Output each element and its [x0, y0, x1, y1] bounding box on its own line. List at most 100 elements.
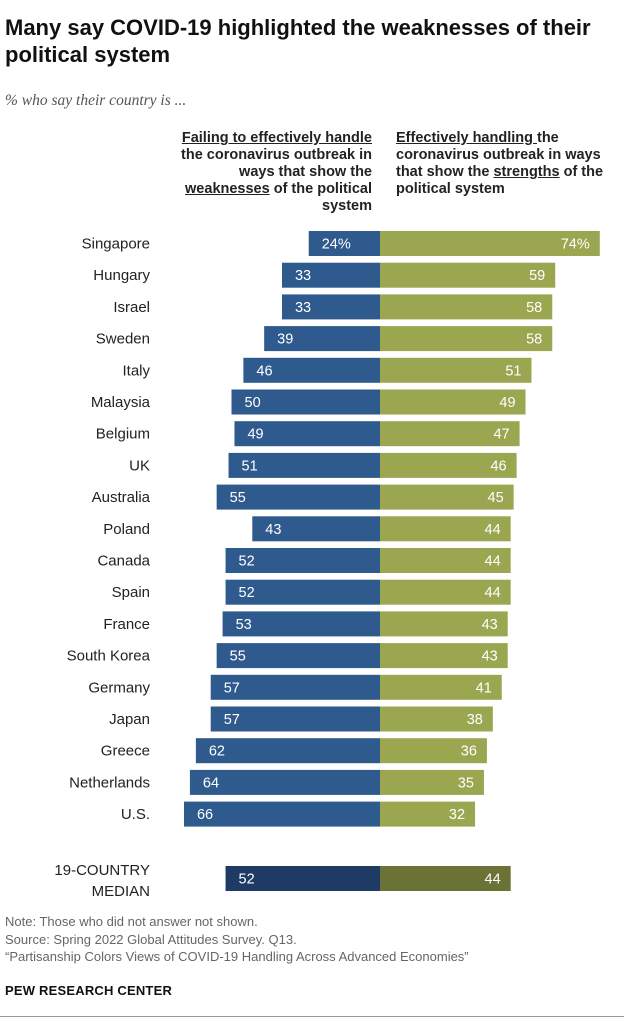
country-label-8: Australia [92, 489, 151, 506]
bar-strength-0 [380, 231, 600, 256]
legend-left-header: Failing to effectively handle the corona… [172, 130, 372, 215]
bar-weakness-10 [225, 548, 380, 573]
value-label-strength-9: 44 [485, 522, 501, 538]
value-label-weakness-4: 46 [256, 363, 272, 379]
bar-strength-2 [380, 294, 553, 320]
value-label-weakness-13: 55 [230, 649, 246, 665]
bottom-divider [0, 1016, 624, 1017]
bar-strength-3 [380, 326, 553, 352]
value-label-weakness-2: 33 [295, 300, 311, 316]
value-label-weakness-7: 51 [242, 458, 258, 474]
value-label-strength-0: 74% [561, 237, 590, 253]
value-label-strength-14: 41 [476, 680, 492, 696]
value-label-weakness-1: 33 [295, 268, 311, 284]
median-label-line1: 19-COUNTRY [54, 862, 150, 879]
value-label-strength-17: 35 [458, 775, 474, 791]
note-text: Note: Those who did not answer not shown… [5, 914, 258, 929]
value-label-strength-6: 47 [493, 427, 509, 443]
country-label-3: Sweden [96, 331, 150, 348]
value-label-weakness-15: 57 [224, 712, 240, 728]
value-label-strength-1: 59 [529, 268, 545, 284]
bar-strength-7 [380, 452, 517, 478]
legend-right-text-1: the coronavirus outbreak in ways that sh… [396, 130, 601, 180]
country-label-10: Canada [97, 553, 150, 570]
value-label-weakness-16: 62 [209, 744, 225, 760]
value-label-strength-18: 32 [449, 807, 465, 823]
legend-right-header: Effectively handling the coronavirus out… [396, 130, 616, 198]
value-label-strength-16: 36 [461, 744, 477, 760]
bar-weakness-2 [281, 294, 380, 320]
legend-left-text-1: the coronavirus outbreak in ways that sh… [181, 147, 372, 180]
source-text: Source: Spring 2022 Global Attitudes Sur… [5, 931, 297, 947]
bar-strength-12 [380, 611, 508, 637]
legend-left-underlined-2: weaknesses [185, 181, 270, 197]
value-label-weakness-17: 64 [203, 775, 219, 791]
footnotes: Note: Those who did not answer not shown… [5, 913, 469, 966]
value-label-strength-5: 49 [499, 395, 515, 411]
bar-strength-13 [380, 643, 508, 669]
bar-weakness-1 [281, 262, 380, 288]
country-label-11: Spain [112, 584, 150, 601]
bar-weakness-14 [210, 674, 380, 700]
value-label-weakness-11: 52 [239, 585, 255, 601]
country-label-16: Greece [101, 743, 150, 760]
country-label-7: UK [129, 457, 150, 474]
value-label-weakness-9: 43 [265, 522, 281, 538]
chart-subtitle: % who say their country is ... [5, 92, 187, 109]
value-label-weakness-14: 57 [224, 680, 240, 696]
country-label-15: Japan [109, 711, 150, 728]
legend-right-underlined-2: strengths [493, 164, 560, 180]
country-label-6: Belgium [96, 426, 150, 443]
country-label-2: Israel [113, 299, 150, 316]
bar-weakness-15 [210, 706, 380, 732]
bar-strength-median [380, 866, 511, 891]
bar-weakness-12 [222, 611, 380, 637]
bar-weakness-0 [308, 231, 380, 256]
bar-weakness-3 [264, 326, 380, 352]
bar-strength-5 [380, 389, 526, 415]
country-label-0: Singapore [82, 236, 150, 253]
country-label-14: Germany [88, 679, 150, 696]
value-label-strength-3: 58 [526, 332, 542, 348]
bar-strength-10 [380, 548, 511, 573]
legend-right-underlined-1: Effectively handling [396, 130, 537, 146]
value-label-weakness-8: 55 [230, 490, 246, 506]
bar-strength-14 [380, 674, 502, 700]
chart-title: Many say COVID-19 highlighted the weakne… [5, 15, 591, 67]
value-label-strength-10: 44 [485, 554, 501, 570]
bar-strength-1 [380, 262, 556, 288]
bar-weakness-7 [228, 452, 380, 478]
bar-strength-4 [380, 357, 532, 383]
value-label-weakness-median: 52 [239, 872, 255, 888]
value-label-strength-7: 46 [490, 458, 506, 474]
legend-right-text-2: of the political system [396, 164, 604, 197]
bar-weakness-4 [243, 357, 380, 383]
country-label-4: Italy [122, 362, 150, 379]
legend-left-underlined-1: Failing to effectively handle [181, 130, 372, 146]
bar-strength-8 [380, 484, 514, 510]
value-label-strength-15: 38 [467, 712, 483, 728]
bar-weakness-6 [234, 421, 380, 447]
report-title-text: “Partisanship Colors Views of COVID-19 H… [5, 949, 469, 964]
country-label-12: France [103, 616, 150, 633]
bar-strength-9 [380, 516, 511, 542]
bar-weakness-18 [183, 801, 380, 827]
value-label-weakness-18: 66 [197, 807, 213, 823]
pew-logo-text: PEW RESEARCH CENTER [5, 983, 173, 998]
median-label-line2: MEDIAN [92, 883, 150, 900]
bar-weakness-9 [252, 516, 380, 542]
value-label-weakness-3: 39 [277, 332, 293, 348]
value-label-weakness-12: 53 [236, 617, 252, 633]
legend-left-text-2: of the political system [269, 181, 372, 214]
value-label-weakness-5: 50 [245, 395, 261, 411]
bar-weakness-16 [195, 738, 380, 764]
bar-strength-16 [380, 738, 487, 764]
country-label-13: South Korea [67, 648, 151, 665]
bar-weakness-13 [216, 643, 380, 669]
bar-weakness-11 [225, 579, 380, 605]
bar-strength-6 [380, 421, 520, 447]
bar-weakness-17 [189, 769, 380, 795]
country-label-9: Poland [103, 521, 150, 538]
value-label-strength-2: 58 [526, 300, 542, 316]
